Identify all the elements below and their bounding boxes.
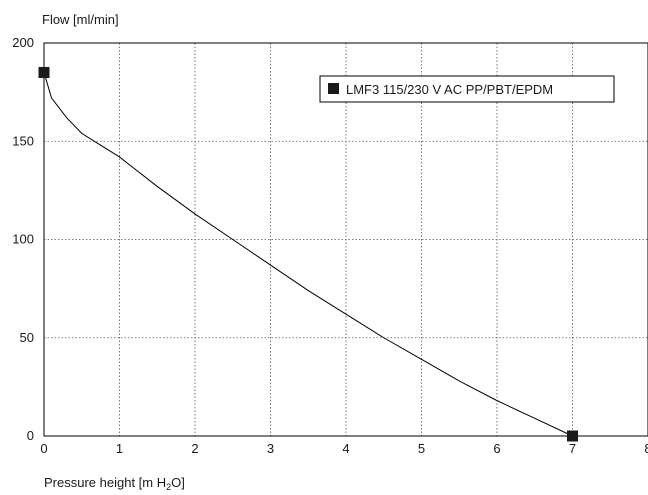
legend-box: [319, 75, 615, 103]
data-point-marker: [567, 430, 578, 442]
data-point-marker: [38, 66, 50, 78]
x-tick-label: 4: [342, 441, 349, 456]
x-tick-label: 6: [493, 441, 500, 456]
series-markers: [38, 66, 578, 442]
x-axis-label: Pressure height [m H2O]: [44, 475, 185, 492]
grid: [44, 43, 648, 436]
x-tick-label: 1: [116, 441, 123, 456]
y-tick-label: 100: [12, 232, 34, 247]
legend-label: LMF3 115/230 V AC PP/PBT/EPDM: [346, 82, 553, 97]
series-line: [43, 72, 573, 437]
x-axis-label-part-3: O]: [171, 475, 185, 490]
x-axis-label-part-1: Pressure height [m H: [44, 475, 166, 490]
axis-ticks: 0 1 2 3 4 5 6 7 8 0 50 100 150 200: [12, 35, 648, 456]
legend: LMF3 115/230 V AC PP/PBT/EPDM: [319, 75, 615, 103]
y-axis-label: Flow [ml/min]: [42, 12, 119, 27]
x-tick-label: 0: [40, 441, 47, 456]
x-tick-label: 8: [644, 441, 648, 456]
x-tick-label: 3: [267, 441, 274, 456]
y-tick-label: 200: [12, 35, 34, 50]
plot-frame: [43, 42, 648, 437]
y-tick-label: 150: [12, 133, 34, 148]
x-tick-label: 5: [418, 441, 425, 456]
x-tick-label: 2: [191, 441, 198, 456]
x-axis-label-subscript: 2: [166, 482, 171, 492]
legend-marker: [328, 83, 339, 94]
x-tick-label: 7: [569, 441, 576, 456]
y-tick-label: 0: [27, 428, 34, 443]
y-tick-label: 50: [20, 330, 34, 345]
